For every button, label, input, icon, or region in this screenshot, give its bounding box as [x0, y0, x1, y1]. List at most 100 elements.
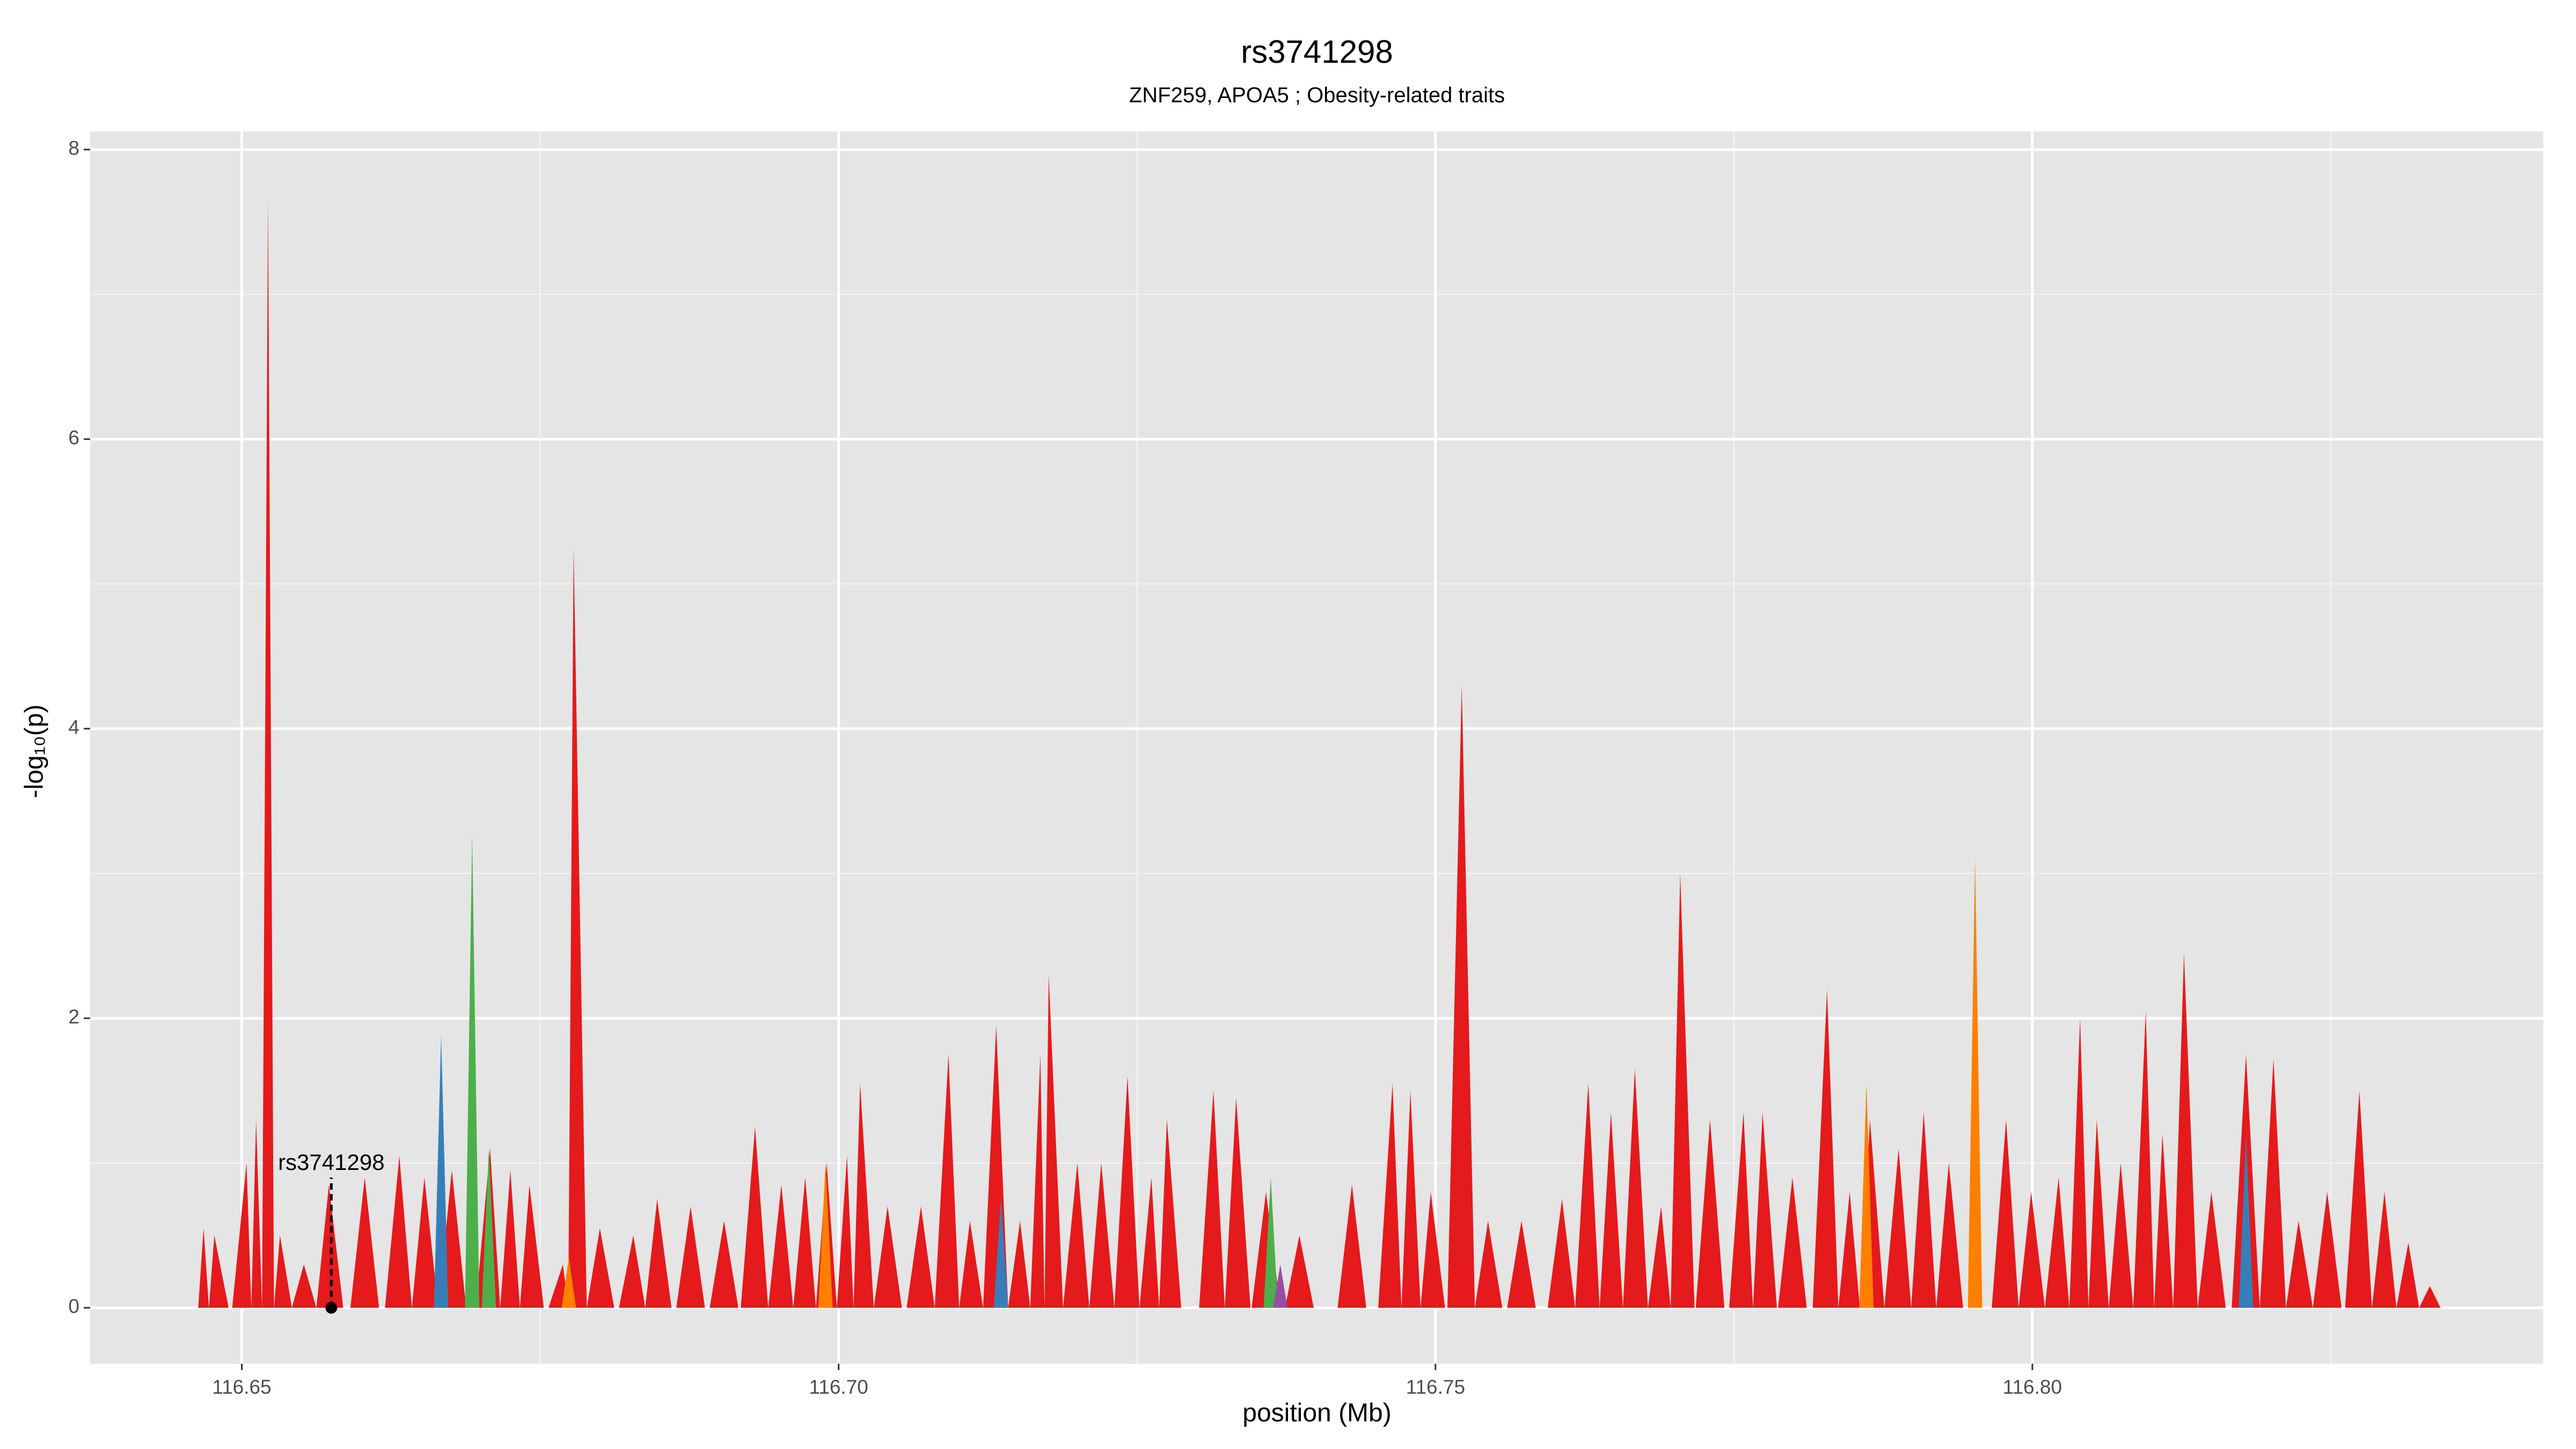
plot-background — [90, 131, 2543, 1364]
y-tick-label: 2 — [68, 1006, 79, 1028]
spike — [2372, 1192, 2397, 1308]
spike — [587, 1228, 614, 1308]
spike — [1729, 1112, 1753, 1308]
spike — [2069, 1018, 2089, 1308]
spike — [2133, 1011, 2154, 1308]
spike — [2018, 1192, 2045, 1308]
spike — [1884, 1148, 1912, 1308]
spike — [1507, 1221, 1536, 1308]
spike — [274, 1235, 292, 1308]
spike — [2419, 1286, 2441, 1308]
spike — [1671, 873, 1695, 1308]
spike — [676, 1206, 705, 1308]
spike — [1695, 1119, 1725, 1308]
spike — [251, 1119, 262, 1308]
spike — [198, 1228, 209, 1308]
spike — [519, 1184, 544, 1308]
spike — [1273, 1264, 1288, 1308]
spike — [465, 834, 480, 1308]
chart-title: rs3741298 — [1241, 34, 1393, 70]
spike — [385, 1155, 412, 1308]
x-tick-label: 116.70 — [809, 1376, 868, 1398]
spike — [1936, 1163, 1963, 1308]
y-tick-label: 8 — [68, 137, 79, 159]
spike — [1285, 1235, 1314, 1308]
spike — [768, 1184, 794, 1308]
spike — [1378, 1083, 1402, 1308]
spike — [2238, 1134, 2253, 1308]
spike — [2109, 1163, 2133, 1308]
spike — [1575, 1083, 1600, 1308]
spike — [2259, 1058, 2286, 1308]
spike — [645, 1199, 672, 1308]
spike — [934, 1054, 960, 1308]
spike — [2198, 1192, 2226, 1308]
y-axis-label: -log₁₀(p) — [20, 705, 49, 799]
spike — [2154, 1134, 2174, 1308]
spike — [1778, 1177, 1807, 1308]
spike — [232, 1163, 252, 1308]
spike — [1475, 1221, 1503, 1308]
spike — [1911, 1112, 1936, 1308]
y-tick-label: 0 — [68, 1296, 79, 1318]
spike — [1225, 1097, 1251, 1308]
x-tick-label: 116.75 — [1406, 1376, 1465, 1398]
spike — [291, 1264, 317, 1308]
annotation-point — [325, 1301, 338, 1314]
spike — [500, 1170, 520, 1308]
x-tick-label: 116.80 — [2003, 1376, 2062, 1398]
spike — [1263, 1177, 1278, 1308]
spike — [1199, 1091, 1225, 1308]
spike — [619, 1235, 646, 1308]
y-tick-label: 4 — [68, 716, 79, 738]
spike — [1089, 1163, 1115, 1308]
spike — [568, 547, 587, 1308]
spike — [1859, 1083, 1874, 1308]
spike — [1599, 1112, 1623, 1308]
spike — [1063, 1163, 1089, 1308]
y-tick-label: 6 — [68, 427, 79, 449]
spike — [561, 1257, 576, 1308]
spike — [1401, 1091, 1421, 1308]
spike — [2088, 1119, 2109, 1308]
spike — [2396, 1242, 2419, 1308]
x-axis-label: position (Mb) — [1242, 1399, 1391, 1428]
spike — [837, 1155, 854, 1308]
spike — [906, 1206, 935, 1308]
spike — [1421, 1192, 1445, 1308]
spike — [993, 1199, 1008, 1308]
spike — [2045, 1177, 2069, 1308]
spike — [2286, 1221, 2313, 1308]
spike — [481, 1148, 496, 1308]
spike — [434, 1035, 449, 1308]
spike — [1648, 1206, 1671, 1308]
spike — [1753, 1112, 1777, 1308]
spike — [412, 1177, 438, 1308]
chart-subtitle: ZNF259, APOA5 ; Obesity-related traits — [1129, 84, 1505, 107]
spike — [2312, 1192, 2342, 1308]
spike — [818, 1163, 833, 1308]
annotation-label: rs3741298 — [278, 1150, 385, 1175]
spike — [209, 1235, 229, 1308]
spike — [1623, 1069, 1648, 1308]
x-tick-label: 116.65 — [212, 1376, 271, 1398]
spike — [741, 1126, 769, 1308]
spike — [874, 1206, 902, 1308]
spike — [959, 1221, 983, 1308]
spike — [853, 1083, 874, 1308]
spike — [2173, 953, 2198, 1308]
spike — [1337, 1184, 1366, 1308]
spike — [1008, 1221, 1030, 1308]
spike — [1044, 975, 1063, 1308]
spike — [1992, 1119, 2019, 1308]
spike — [1838, 1192, 1860, 1308]
spike — [709, 1221, 738, 1308]
spike — [316, 1184, 343, 1308]
spike — [1139, 1177, 1159, 1308]
spike — [262, 200, 274, 1308]
spike — [350, 1177, 379, 1308]
spike — [2345, 1091, 2372, 1308]
spike — [793, 1177, 816, 1308]
spike — [1159, 1119, 1182, 1308]
